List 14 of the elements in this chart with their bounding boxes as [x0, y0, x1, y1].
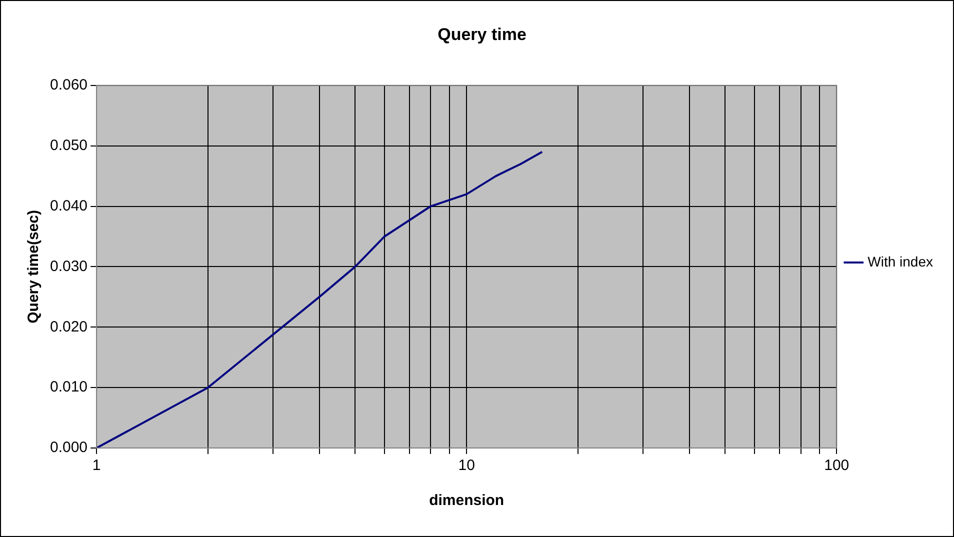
y-tick-label: 0.010 [50, 378, 88, 396]
y-tick-label: 0.040 [50, 197, 88, 214]
x-tick-label: 1 [92, 457, 101, 474]
x-axis-title: dimension [429, 492, 504, 510]
y-axis-title: Query time(sec) [25, 210, 42, 324]
y-tick-label: 0.030 [50, 258, 88, 275]
y-tick-label: 0.020 [50, 318, 88, 336]
x-tick-label: 100 [824, 457, 850, 474]
y-tick-label: 0.060 [50, 76, 88, 94]
chart-title: Query time [438, 24, 526, 44]
y-tick-label: 0.050 [50, 136, 88, 154]
y-tick-label: 0.000 [50, 439, 88, 456]
legend-label: With index [868, 253, 933, 270]
x-tick-label: 10 [458, 457, 475, 474]
